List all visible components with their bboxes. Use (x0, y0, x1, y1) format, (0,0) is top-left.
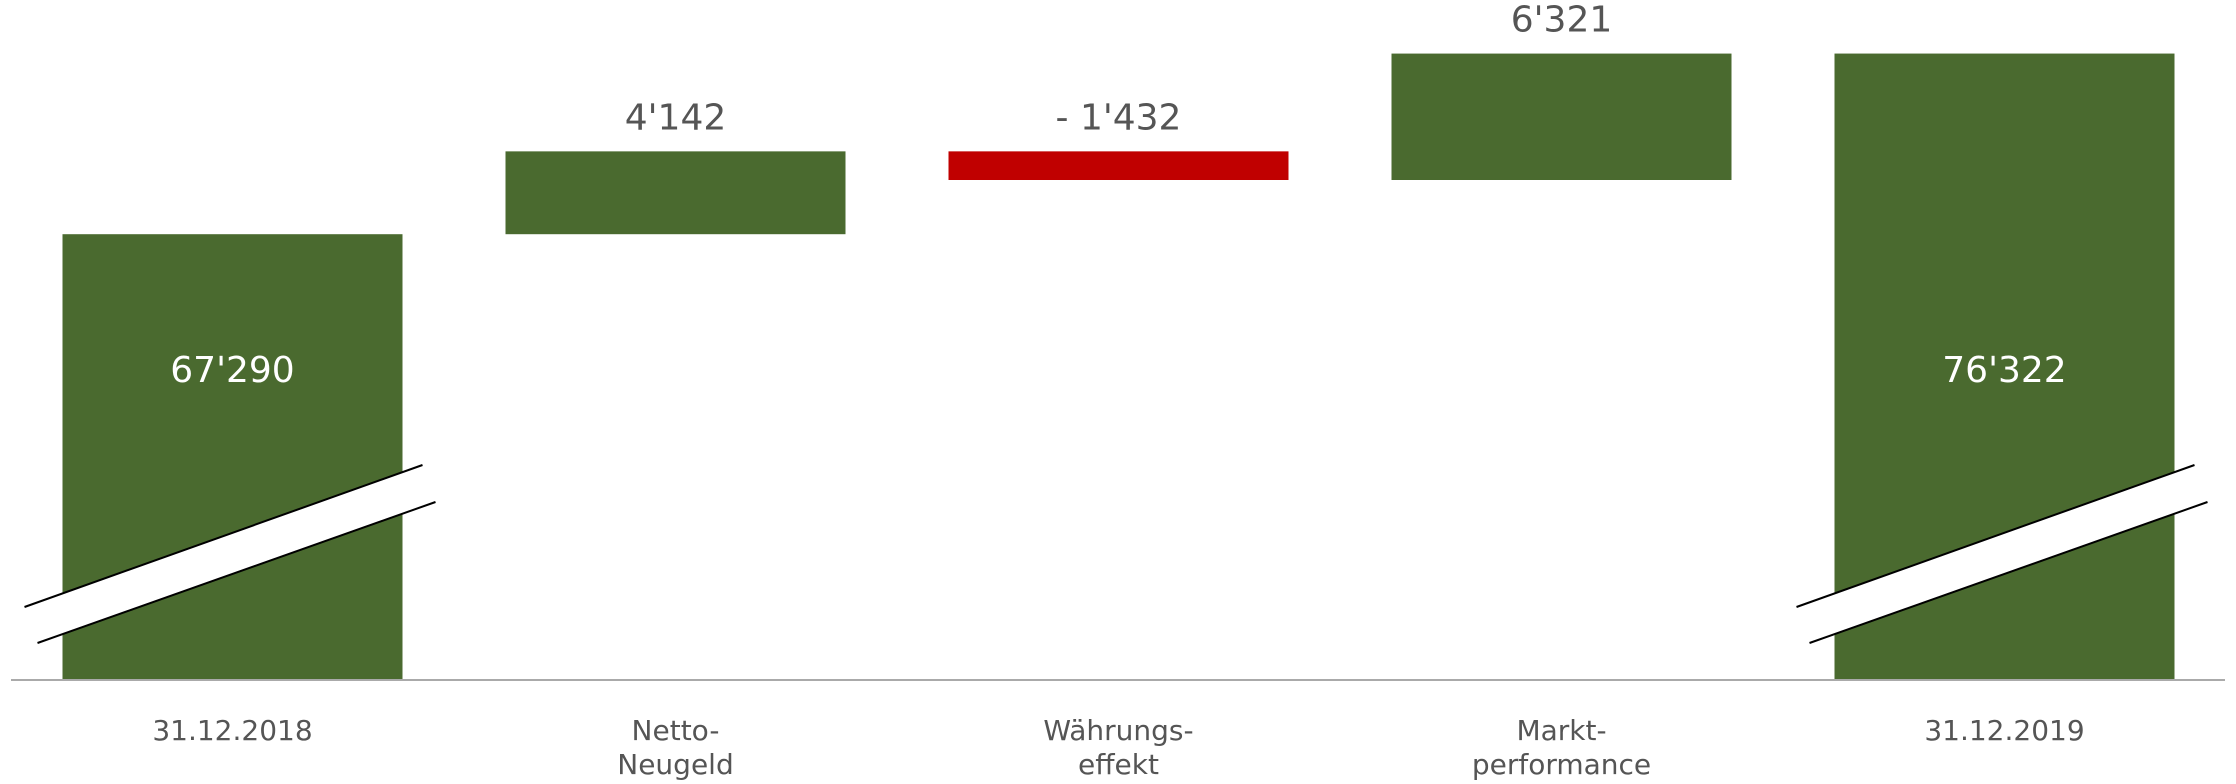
x-tick-label: Netto- Neugeld (617, 714, 734, 781)
value-label: 4'142 (625, 97, 727, 138)
axis-break-line (1796, 464, 2195, 608)
value-label: 67'290 (170, 350, 294, 391)
axis-break (24, 465, 436, 643)
value-label: 76'322 (1942, 350, 2066, 391)
axis-break (1796, 465, 2208, 643)
x-tick-label: Währungs- effekt (1043, 714, 1194, 781)
axis-break-line (37, 501, 436, 644)
bar (505, 151, 846, 235)
bar (1391, 53, 1732, 180)
x-tick-label: 31.12.2018 (152, 714, 313, 747)
axis-break-line (24, 464, 423, 608)
bar (948, 151, 1289, 180)
value-label: - 1'432 (1056, 97, 1182, 138)
x-tick-label: Markt- performance (1471, 714, 1652, 781)
value-label: 6'321 (1511, 0, 1613, 41)
axis-break-line (1809, 501, 2208, 644)
x-tick-label: 31.12.2019 (1924, 714, 2085, 747)
